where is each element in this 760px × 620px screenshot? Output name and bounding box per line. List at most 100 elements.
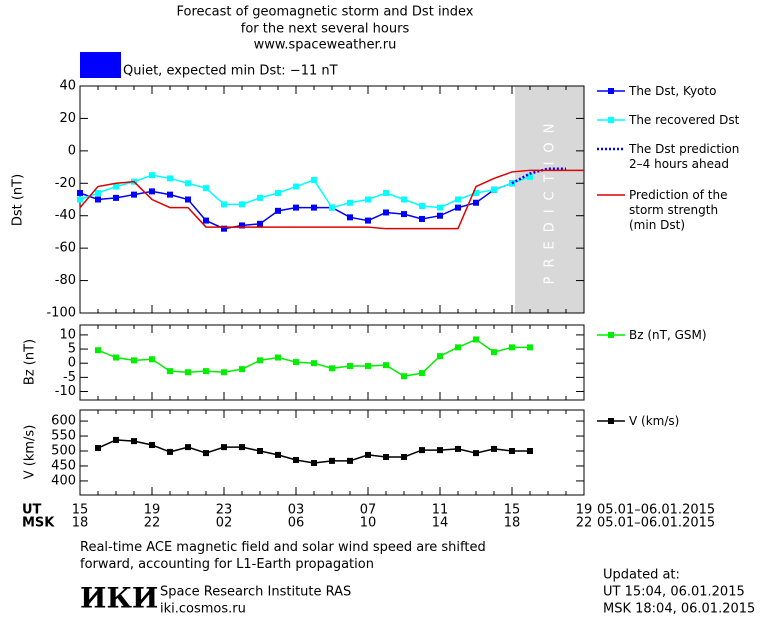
x-tick-label: 22 (144, 516, 161, 531)
panel-frame (79, 85, 585, 314)
x-tick-label: 06 (288, 516, 305, 531)
y-tick-label: 10 (59, 327, 76, 342)
marker (257, 194, 263, 201)
marker (149, 356, 155, 363)
series-line (79, 174, 531, 209)
y-tick-label: -20 (55, 176, 76, 191)
marker (419, 202, 425, 209)
marker (131, 191, 137, 198)
y-tick-label: 600 (51, 414, 76, 429)
y-tick-label: 20 (59, 111, 76, 126)
y-axis-label: Bz (nT) (23, 339, 38, 385)
legend-marker (608, 332, 614, 338)
marker (167, 191, 173, 198)
marker (419, 370, 425, 377)
marker (77, 196, 83, 203)
marker (473, 336, 479, 343)
x-tick-label: 14 (432, 516, 449, 531)
msk-label: MSK (22, 516, 55, 531)
series-line (79, 169, 584, 230)
marker (455, 344, 461, 351)
title: www.spaceweather.ru (254, 38, 397, 53)
marker (77, 190, 83, 197)
marker (185, 369, 191, 376)
y-tick-label: 550 (51, 429, 76, 444)
x-tick-label: 22 (576, 516, 593, 531)
y-tick-label: -40 (55, 208, 76, 223)
marker (275, 190, 281, 197)
marker (509, 180, 515, 187)
marker (437, 212, 443, 219)
marker (401, 453, 407, 460)
marker (203, 450, 209, 457)
y-tick-label: -60 (55, 241, 76, 256)
marker (473, 190, 479, 197)
x-tick-label: 18 (504, 516, 521, 531)
footnote: Real-time ACE magnetic field and solar w… (80, 540, 486, 572)
marker (527, 448, 533, 455)
x-tick-label: 19 (576, 503, 593, 518)
marker (203, 185, 209, 192)
y-tick-label: -5 (63, 370, 76, 385)
y-tick-label: 5 (68, 342, 76, 357)
marker (203, 217, 209, 224)
legend-label: Prediction of the storm strength (min Ds… (629, 188, 728, 232)
legend-marker (608, 117, 614, 123)
date-range: 05.01–06.01.2015 (597, 503, 715, 518)
x-tick-label: 15 (72, 503, 89, 518)
marker (221, 444, 227, 451)
x-tick-label: 19 (144, 503, 161, 518)
marker (347, 199, 353, 206)
y-axis-label: Dst (nT) (11, 174, 26, 226)
x-tick-label: 03 (288, 503, 305, 518)
y-tick-label: -100 (46, 306, 76, 321)
marker (221, 369, 227, 376)
marker (293, 204, 299, 211)
legend-label: The recovered Dst (629, 113, 740, 127)
marker (419, 447, 425, 454)
prediction-region (515, 86, 584, 313)
legend-label: Bz (nT, GSM) (629, 328, 707, 342)
series-line (511, 167, 566, 185)
marker (419, 215, 425, 222)
panel-frame (79, 409, 585, 496)
x-tick-label: 18 (72, 516, 89, 531)
date-range: 05.01–06.01.2015 (597, 516, 715, 531)
marker (491, 445, 497, 452)
marker (527, 173, 533, 180)
y-tick-label: 40 (59, 79, 76, 94)
x-tick-label: 10 (360, 516, 377, 531)
marker (365, 363, 371, 370)
y-tick-label: -10 (55, 384, 76, 399)
marker (383, 362, 389, 369)
marker (257, 357, 263, 364)
x-tick-label: 23 (216, 503, 233, 518)
marker (239, 366, 245, 373)
x-tick-label: 15 (504, 503, 521, 518)
marker (311, 177, 317, 184)
marker (131, 357, 137, 364)
marker (257, 448, 263, 455)
marker (455, 204, 461, 211)
marker (383, 453, 389, 460)
marker (401, 196, 407, 203)
marker (239, 222, 245, 229)
marker (491, 349, 497, 356)
marker (329, 457, 335, 464)
marker (95, 445, 101, 452)
site: iki.cosmos.ru (160, 602, 246, 617)
marker (329, 365, 335, 372)
marker (437, 447, 443, 454)
x-tick-label: 07 (360, 503, 377, 518)
marker (347, 363, 353, 370)
title: Forecast of geomagnetic storm and Dst in… (176, 5, 473, 20)
title: for the next several hours (241, 22, 410, 37)
marker (149, 188, 155, 195)
marker (365, 196, 371, 203)
marker (509, 448, 515, 455)
y-tick-label: 400 (51, 473, 76, 488)
marker (365, 217, 371, 224)
marker (491, 186, 497, 193)
institute: Space Research Institute RAS (160, 585, 351, 600)
